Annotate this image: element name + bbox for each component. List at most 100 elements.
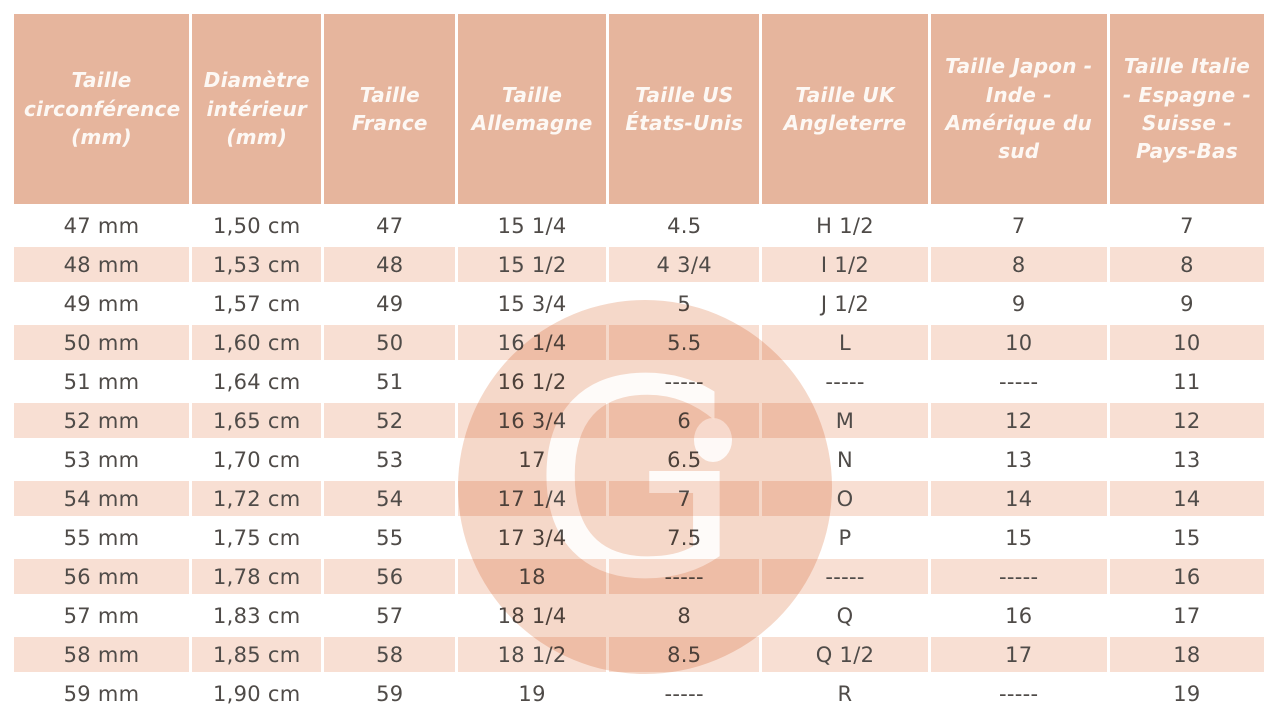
table-cell: -----	[930, 364, 1107, 399]
table-cell: 16	[930, 598, 1107, 633]
table-cell: 19	[1109, 676, 1264, 711]
table-cell: 17	[930, 637, 1107, 672]
table-cell: 8	[1109, 247, 1264, 282]
column-header-4: Taille Allemagne	[458, 14, 607, 204]
table-cell: 17	[1109, 598, 1264, 633]
table-cell: 18 1/2	[458, 637, 607, 672]
table-cell: O	[762, 481, 928, 516]
table-cell: 59 mm	[14, 676, 190, 711]
table-cell: 15 3/4	[458, 286, 607, 321]
table-cell: 54 mm	[14, 481, 190, 516]
table-cell: 47	[324, 208, 456, 243]
table-cell: 1,50 cm	[192, 208, 322, 243]
table-cell: 7	[609, 481, 760, 516]
table-cell: 6.5	[609, 442, 760, 477]
table-cell: 1,57 cm	[192, 286, 322, 321]
table-cell: 1,53 cm	[192, 247, 322, 282]
table-cell: 13	[1109, 442, 1264, 477]
table-cell: -----	[609, 364, 760, 399]
table-cell: 8	[609, 598, 760, 633]
table-cell: 1,85 cm	[192, 637, 322, 672]
table-body: 47 mm 1,50 cm 47 15 1/4 4.5 H 1/2 7 7 48 mm 1,53 …	[14, 208, 1264, 711]
table-cell: 58 mm	[14, 637, 190, 672]
table-cell: 17 3/4	[458, 520, 607, 555]
table-cell: 15 1/2	[458, 247, 607, 282]
table-cell: 4.5	[609, 208, 760, 243]
table-cell: 5	[609, 286, 760, 321]
table-cell: 10	[1109, 325, 1264, 360]
table-cell: 15	[930, 520, 1107, 555]
table-cell: -----	[762, 559, 928, 594]
table-cell: 16 1/4	[458, 325, 607, 360]
table-cell: 58	[324, 637, 456, 672]
table-cell: 1,72 cm	[192, 481, 322, 516]
table-cell: 16	[1109, 559, 1264, 594]
table-cell: L	[762, 325, 928, 360]
table-cell: R	[762, 676, 928, 711]
table-cell: H 1/2	[762, 208, 928, 243]
column-header-1: Taille circonférence (mm)	[14, 14, 190, 204]
table-cell: -----	[762, 364, 928, 399]
table-header: Taille circonférence (mm) Diamètre intéri…	[14, 14, 1264, 204]
table-cell: I 1/2	[762, 247, 928, 282]
table-cell: -----	[609, 676, 760, 711]
table-cell: 6	[609, 403, 760, 438]
table-cell: -----	[930, 676, 1107, 711]
table-cell: 56	[324, 559, 456, 594]
table-cell: 13	[930, 442, 1107, 477]
table-cell: 1,70 cm	[192, 442, 322, 477]
table-row: 55 mm 1,75 cm 55 17 3/4 7.5 P 15 15	[14, 520, 1264, 555]
table-cell: 57 mm	[14, 598, 190, 633]
table-cell: 49 mm	[14, 286, 190, 321]
table-cell: 1,65 cm	[192, 403, 322, 438]
table-row: 53 mm 1,70 cm 53 17 6.5 N 13 13	[14, 442, 1264, 477]
table-cell: 5.5	[609, 325, 760, 360]
table-cell: 53 mm	[14, 442, 190, 477]
table-cell: 1,83 cm	[192, 598, 322, 633]
table-row: 49 mm 1,57 cm 49 15 3/4 5 J 1/2 9 9	[14, 286, 1264, 321]
table-cell: 12	[930, 403, 1107, 438]
table-cell: 53	[324, 442, 456, 477]
table-cell: 1,64 cm	[192, 364, 322, 399]
table-cell: 16 3/4	[458, 403, 607, 438]
table-cell: J 1/2	[762, 286, 928, 321]
table-cell: 54	[324, 481, 456, 516]
table-cell: 12	[1109, 403, 1264, 438]
table-row: 47 mm 1,50 cm 47 15 1/4 4.5 H 1/2 7 7	[14, 208, 1264, 243]
table-cell: 8.5	[609, 637, 760, 672]
table-row: 52 mm 1,65 cm 52 16 3/4 6 M 12 12	[14, 403, 1264, 438]
table-cell: N	[762, 442, 928, 477]
table-cell: 50 mm	[14, 325, 190, 360]
column-header-7: Taille Japon - Inde - Amérique du sud	[930, 14, 1107, 204]
table-cell: 51	[324, 364, 456, 399]
table-cell: P	[762, 520, 928, 555]
table-cell: 7	[930, 208, 1107, 243]
table-cell: 49	[324, 286, 456, 321]
table-header-row: Taille circonférence (mm) Diamètre intéri…	[14, 14, 1264, 204]
column-header-5: Taille US États-Unis	[609, 14, 760, 204]
table-cell: 7.5	[609, 520, 760, 555]
table-cell: 57	[324, 598, 456, 633]
table-cell: 56 mm	[14, 559, 190, 594]
table-cell: 1,75 cm	[192, 520, 322, 555]
table-cell: 8	[930, 247, 1107, 282]
table-cell: 16 1/2	[458, 364, 607, 399]
table-cell: 17 1/4	[458, 481, 607, 516]
table-cell: 14	[930, 481, 1107, 516]
table-row: 51 mm 1,64 cm 51 16 1/2 ----- ----- ----- 11	[14, 364, 1264, 399]
table-cell: 18	[458, 559, 607, 594]
table-cell: 18	[1109, 637, 1264, 672]
table-row: 59 mm 1,90 cm 59 19 ----- R ----- 19	[14, 676, 1264, 711]
table-cell: 48 mm	[14, 247, 190, 282]
column-header-2: Diamètre intérieur (mm)	[192, 14, 322, 204]
table-cell: 7	[1109, 208, 1264, 243]
table-row: 57 mm 1,83 cm 57 18 1/4 8 Q 16 17	[14, 598, 1264, 633]
table-cell: 19	[458, 676, 607, 711]
column-header-3: Taille France	[324, 14, 456, 204]
table-row: 54 mm 1,72 cm 54 17 1/4 7 O 14 14	[14, 481, 1264, 516]
table-cell: 1,60 cm	[192, 325, 322, 360]
table-cell: Q 1/2	[762, 637, 928, 672]
table-cell: Q	[762, 598, 928, 633]
table-cell: 9	[930, 286, 1107, 321]
